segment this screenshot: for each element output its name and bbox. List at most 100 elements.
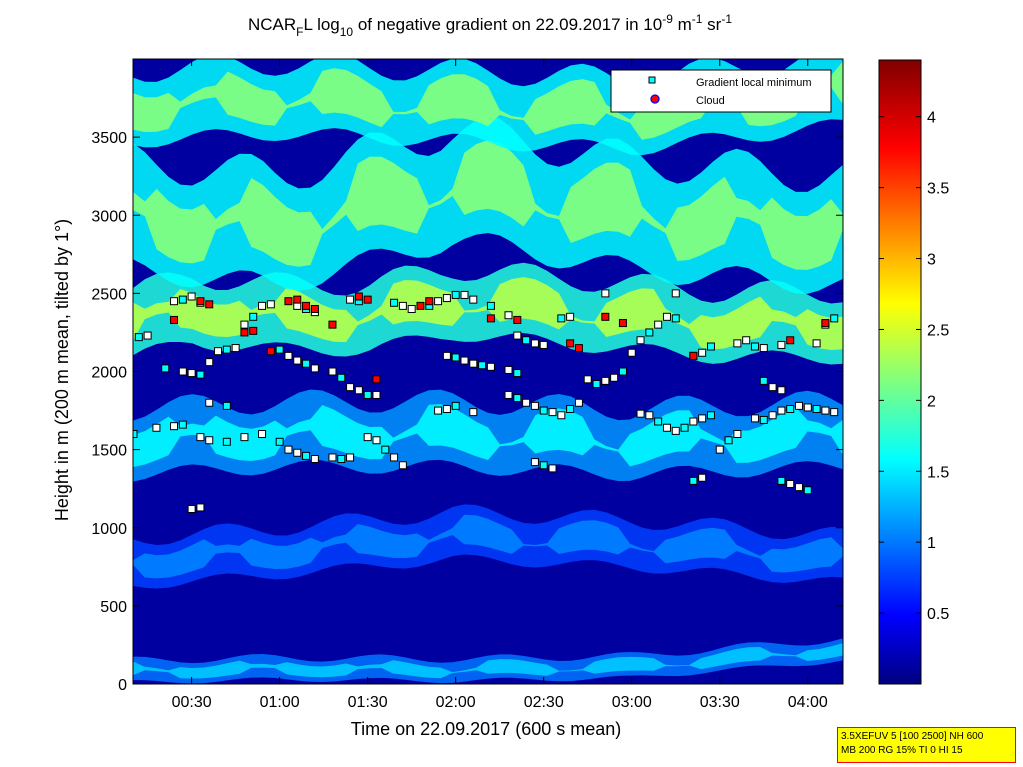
gradient-minimum-marker bbox=[522, 336, 531, 345]
gradient-minimum-marker bbox=[733, 430, 742, 438]
gradient-minimum-marker bbox=[654, 417, 663, 426]
gradient-minimum-marker bbox=[715, 445, 724, 454]
gradient-minimum-marker bbox=[442, 294, 451, 303]
y-axis-label: Height in m (200 m mean, tilted by 1°) bbox=[52, 219, 72, 521]
gradient-minimum-marker bbox=[566, 405, 575, 413]
gradient-minimum-marker bbox=[645, 328, 654, 337]
gradient-minimum-marker bbox=[786, 405, 795, 413]
gradient-minimum-marker bbox=[284, 445, 293, 454]
heatmap-band-core bbox=[133, 61, 843, 140]
cloud-marker bbox=[574, 344, 583, 353]
gradient-minimum-marker bbox=[434, 406, 443, 415]
gradient-minimum-marker bbox=[222, 345, 231, 354]
heatmap-bands bbox=[133, 59, 843, 684]
colorbar-tick-label: 0.5 bbox=[927, 606, 949, 623]
y-tick-label: 0 bbox=[118, 677, 127, 694]
gradient-minimum-marker bbox=[310, 455, 319, 463]
gradient-minimum-marker bbox=[205, 358, 214, 367]
colorbar-tick-label: 3.5 bbox=[927, 181, 949, 198]
gradient-minimum-marker bbox=[698, 473, 707, 482]
gradient-minimum-marker bbox=[504, 311, 513, 320]
gradient-minimum-marker bbox=[777, 406, 786, 415]
gradient-minimum-marker bbox=[671, 314, 680, 323]
gradient-minimum-marker bbox=[460, 356, 469, 365]
gradient-minimum-marker bbox=[671, 426, 680, 435]
x-axis: 00:30 01:00 01:30 02:00 02:30 03:00 03:30 04:00 bbox=[172, 59, 828, 711]
gradient-minimum-marker bbox=[249, 312, 258, 321]
y-tick-label: 2000 bbox=[91, 365, 127, 382]
gradient-minimum-marker bbox=[451, 290, 460, 299]
gradient-minimum-marker bbox=[513, 394, 522, 403]
gradient-minimum-marker bbox=[486, 362, 495, 371]
cloud-marker bbox=[240, 328, 249, 337]
gradient-minimum-marker bbox=[513, 331, 522, 340]
gradient-minimum-marker bbox=[346, 295, 355, 304]
gradient-minimum-marker bbox=[302, 451, 311, 460]
gradient-minimum-marker bbox=[539, 340, 548, 349]
colorbar-tick-label: 2.5 bbox=[927, 322, 949, 339]
gradient-minimum-marker bbox=[240, 320, 249, 329]
gradient-minimum-marker bbox=[240, 433, 249, 442]
gradient-minimum-marker bbox=[337, 373, 346, 382]
gradient-minimum-marker bbox=[451, 353, 460, 362]
cloud-marker bbox=[618, 319, 627, 328]
cloud-marker bbox=[196, 297, 205, 306]
gradient-minimum-marker bbox=[530, 401, 539, 410]
heatmap-band-core bbox=[133, 643, 843, 679]
parameter-info-line: 3.5XEFUV 5 [100 2500] NH 600 bbox=[841, 731, 984, 742]
x-tick-label: 04:00 bbox=[788, 694, 828, 711]
gradient-minimum-marker bbox=[310, 364, 319, 373]
x-tick-label: 01:00 bbox=[260, 694, 300, 711]
gradient-minimum-marker bbox=[187, 505, 196, 513]
gradient-minimum-marker bbox=[407, 305, 416, 313]
legend-box bbox=[610, 69, 832, 113]
gradient-minimum-marker bbox=[812, 339, 821, 348]
gradient-minimum-marker bbox=[777, 340, 786, 349]
gradient-minimum-marker bbox=[469, 408, 478, 417]
colorbar-tick-label: 4 bbox=[927, 110, 936, 127]
gradient-minimum-marker bbox=[548, 408, 557, 417]
gradient-minimum-marker bbox=[346, 453, 355, 462]
cloud-marker bbox=[170, 315, 179, 324]
gradient-minimum-marker bbox=[698, 414, 707, 423]
gradient-minimum-marker bbox=[451, 401, 460, 410]
gradient-minimum-marker bbox=[662, 423, 671, 432]
gradient-minimum-marker bbox=[372, 390, 381, 399]
gradient-minimum-marker bbox=[258, 301, 267, 310]
gradient-minimum-marker bbox=[768, 411, 777, 420]
gradient-minimum-markers bbox=[133, 289, 839, 513]
gradient-minimum-marker bbox=[636, 409, 645, 418]
gradient-minimum-marker bbox=[266, 300, 275, 309]
gradient-minimum-marker bbox=[486, 301, 495, 310]
y-axis: 0 500 1000 1500 2000 2500 3000 3500 bbox=[91, 130, 843, 694]
heatmap-band-core bbox=[133, 404, 843, 468]
cloud-marker bbox=[310, 305, 319, 313]
y-tick-label: 1500 bbox=[91, 443, 127, 460]
heatmap-band-core bbox=[133, 277, 843, 351]
gradient-minimum-marker bbox=[134, 333, 143, 342]
y-tick-label: 500 bbox=[100, 599, 127, 616]
gradient-minimum-marker bbox=[170, 422, 179, 431]
cloud-marker bbox=[328, 320, 337, 329]
cloud-marker bbox=[486, 314, 495, 323]
gradient-minimum-marker bbox=[803, 403, 812, 412]
gradient-minimum-marker bbox=[442, 351, 451, 360]
gradient-minimum-marker bbox=[645, 411, 654, 420]
gradient-minimum-marker bbox=[706, 342, 715, 351]
gradient-minimum-marker bbox=[222, 437, 231, 446]
gradient-minimum-marker bbox=[275, 345, 284, 354]
cloud-marker bbox=[689, 351, 698, 360]
gradient-minimum-marker bbox=[777, 476, 786, 485]
y-tick-label: 1000 bbox=[91, 521, 127, 538]
gradient-minimum-marker bbox=[381, 445, 390, 454]
gradient-minimum-marker bbox=[214, 347, 223, 356]
gradient-minimum-marker bbox=[636, 336, 645, 345]
gradient-minimum-marker bbox=[328, 367, 337, 376]
colorbar-tick-label: 2 bbox=[927, 393, 936, 410]
gradient-minimum-marker bbox=[830, 408, 839, 417]
gradient-minimum-marker bbox=[759, 344, 768, 353]
gradient-minimum-marker bbox=[759, 415, 768, 424]
gradient-minimum-marker bbox=[302, 359, 311, 368]
gradient-minimum-marker bbox=[750, 342, 759, 351]
